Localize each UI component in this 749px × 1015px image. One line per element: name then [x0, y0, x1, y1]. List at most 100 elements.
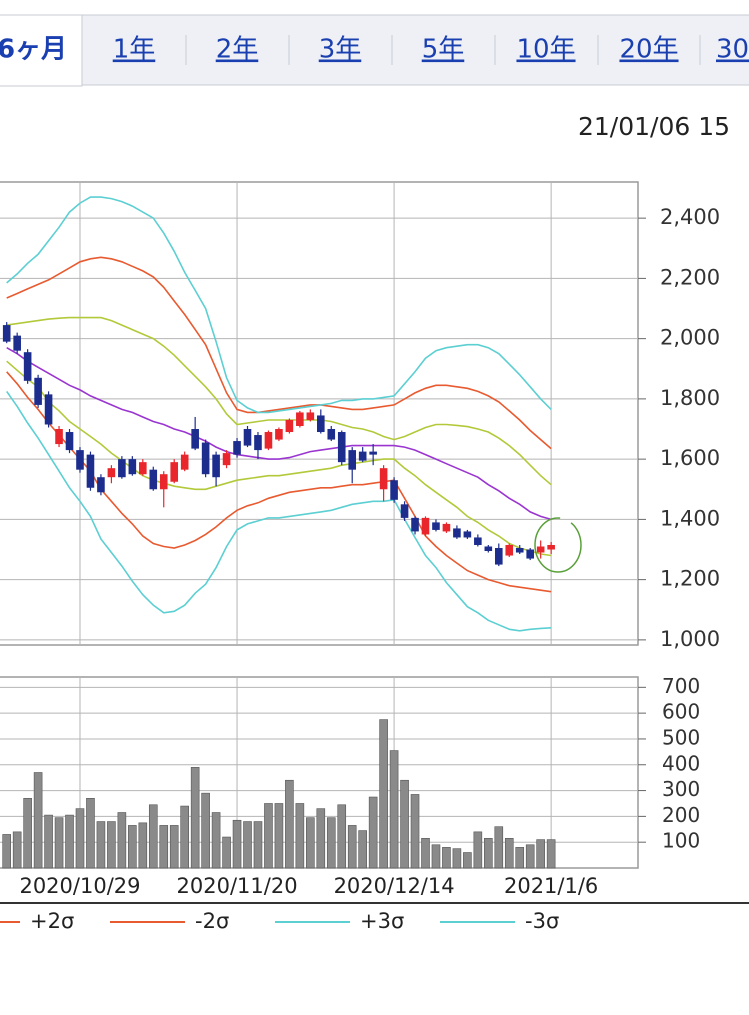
y-tick-label: 100	[662, 829, 700, 853]
active-tab[interactable]	[0, 14, 83, 87]
candle-body	[23, 352, 32, 381]
volume-bar	[148, 804, 158, 869]
volume-bar	[33, 772, 43, 869]
tab-label[interactable]: 2年	[216, 35, 259, 65]
volume-bar	[117, 812, 127, 869]
band-line	[6, 347, 552, 521]
tab-separators	[185, 35, 701, 65]
tab-label[interactable]: 6ヶ月	[0, 35, 67, 65]
legend-label: +2σ	[30, 909, 74, 933]
volume-bar	[180, 805, 189, 869]
tab-label[interactable]: 20年	[619, 35, 678, 65]
volume-bar	[421, 838, 430, 869]
candle-body	[547, 544, 555, 550]
volume-bar	[12, 831, 22, 869]
candle-body	[107, 468, 116, 478]
volume-bar	[54, 817, 64, 869]
candle-body	[212, 454, 220, 478]
candle-body	[494, 548, 503, 565]
candle-body	[149, 469, 158, 490]
volume-bar	[379, 719, 388, 869]
legend-label: -2σ	[195, 909, 229, 933]
volume-bar	[75, 808, 85, 869]
candle-body	[243, 429, 252, 446]
volume-bar	[253, 821, 263, 869]
volume-bar	[243, 821, 252, 869]
candle-body	[201, 442, 210, 475]
y-tick-label: 200	[662, 803, 700, 827]
volume-bar	[285, 779, 294, 869]
candle-body	[515, 548, 524, 553]
y-tick-label: 400	[662, 751, 700, 775]
volume-bar	[400, 779, 409, 869]
y-tick-label: 600	[662, 700, 700, 724]
volume-bar	[169, 825, 179, 869]
legend-label: -3σ	[525, 909, 559, 933]
band-line	[6, 256, 552, 450]
volume-bar	[23, 798, 32, 869]
band-line	[6, 360, 552, 557]
tab-bar	[0, 15, 749, 85]
volume-bar	[86, 798, 95, 869]
volume-bar	[264, 803, 273, 869]
y-tick-label: 1,000	[660, 627, 720, 651]
candle-body	[369, 451, 377, 455]
grid-layer	[0, 182, 646, 868]
volume-bar	[138, 822, 148, 869]
volume-bar	[295, 803, 305, 869]
volume-bar	[431, 844, 441, 869]
volume-bar	[2, 834, 12, 869]
volume-bar	[452, 848, 462, 869]
y-tick-label: 2,400	[660, 205, 720, 229]
candle-body	[2, 325, 11, 342]
volume-bar	[96, 821, 106, 869]
band-line	[6, 196, 552, 414]
candle-body	[65, 432, 74, 451]
candle-body	[317, 415, 325, 433]
volume-bar	[274, 803, 284, 869]
volume-bar	[494, 826, 504, 869]
candle-body	[390, 480, 398, 500]
candle-body	[191, 429, 199, 449]
candle-body	[379, 468, 388, 490]
candle-body	[442, 523, 451, 532]
y-tick-label: 300	[662, 777, 700, 801]
x-tick-label: 2020/10/29	[19, 874, 140, 898]
candle-body	[264, 432, 273, 449]
candle-body	[306, 412, 315, 420]
data-layer	[2, 196, 556, 869]
timestamp: 21/01/06 15	[578, 112, 730, 141]
tab-label[interactable]: 3年	[319, 35, 362, 65]
candle-body	[128, 459, 137, 475]
volume-bar	[347, 825, 357, 869]
candle-body	[76, 450, 84, 470]
tab-label[interactable]: 10年	[516, 35, 575, 65]
volume-bar	[504, 838, 514, 869]
y-tick-label: 1,400	[660, 506, 720, 530]
candle-body	[285, 419, 294, 433]
candle-body	[337, 432, 346, 463]
y-tick-label: 1,600	[660, 446, 720, 470]
candle-body	[254, 435, 262, 451]
candle-body	[118, 459, 126, 478]
tab-label[interactable]: 5年	[422, 35, 465, 65]
volume-bar	[484, 838, 493, 869]
volume-bar	[128, 825, 137, 869]
candle-body	[233, 441, 241, 455]
volume-bar	[358, 830, 367, 869]
volume-bar	[337, 804, 347, 869]
volume-bar	[473, 831, 483, 869]
volume-bar	[536, 839, 545, 869]
tab-label[interactable]: 30	[716, 35, 749, 65]
volume-bar	[326, 817, 336, 869]
legend-label: +3σ	[360, 909, 404, 933]
candle-body	[97, 477, 105, 493]
x-tick-label: 2020/11/20	[177, 874, 298, 898]
volume-bar	[201, 792, 210, 869]
y-tick-label: 500	[662, 725, 700, 749]
volume-bar	[107, 821, 116, 869]
tab-label[interactable]: 1年	[113, 35, 156, 65]
